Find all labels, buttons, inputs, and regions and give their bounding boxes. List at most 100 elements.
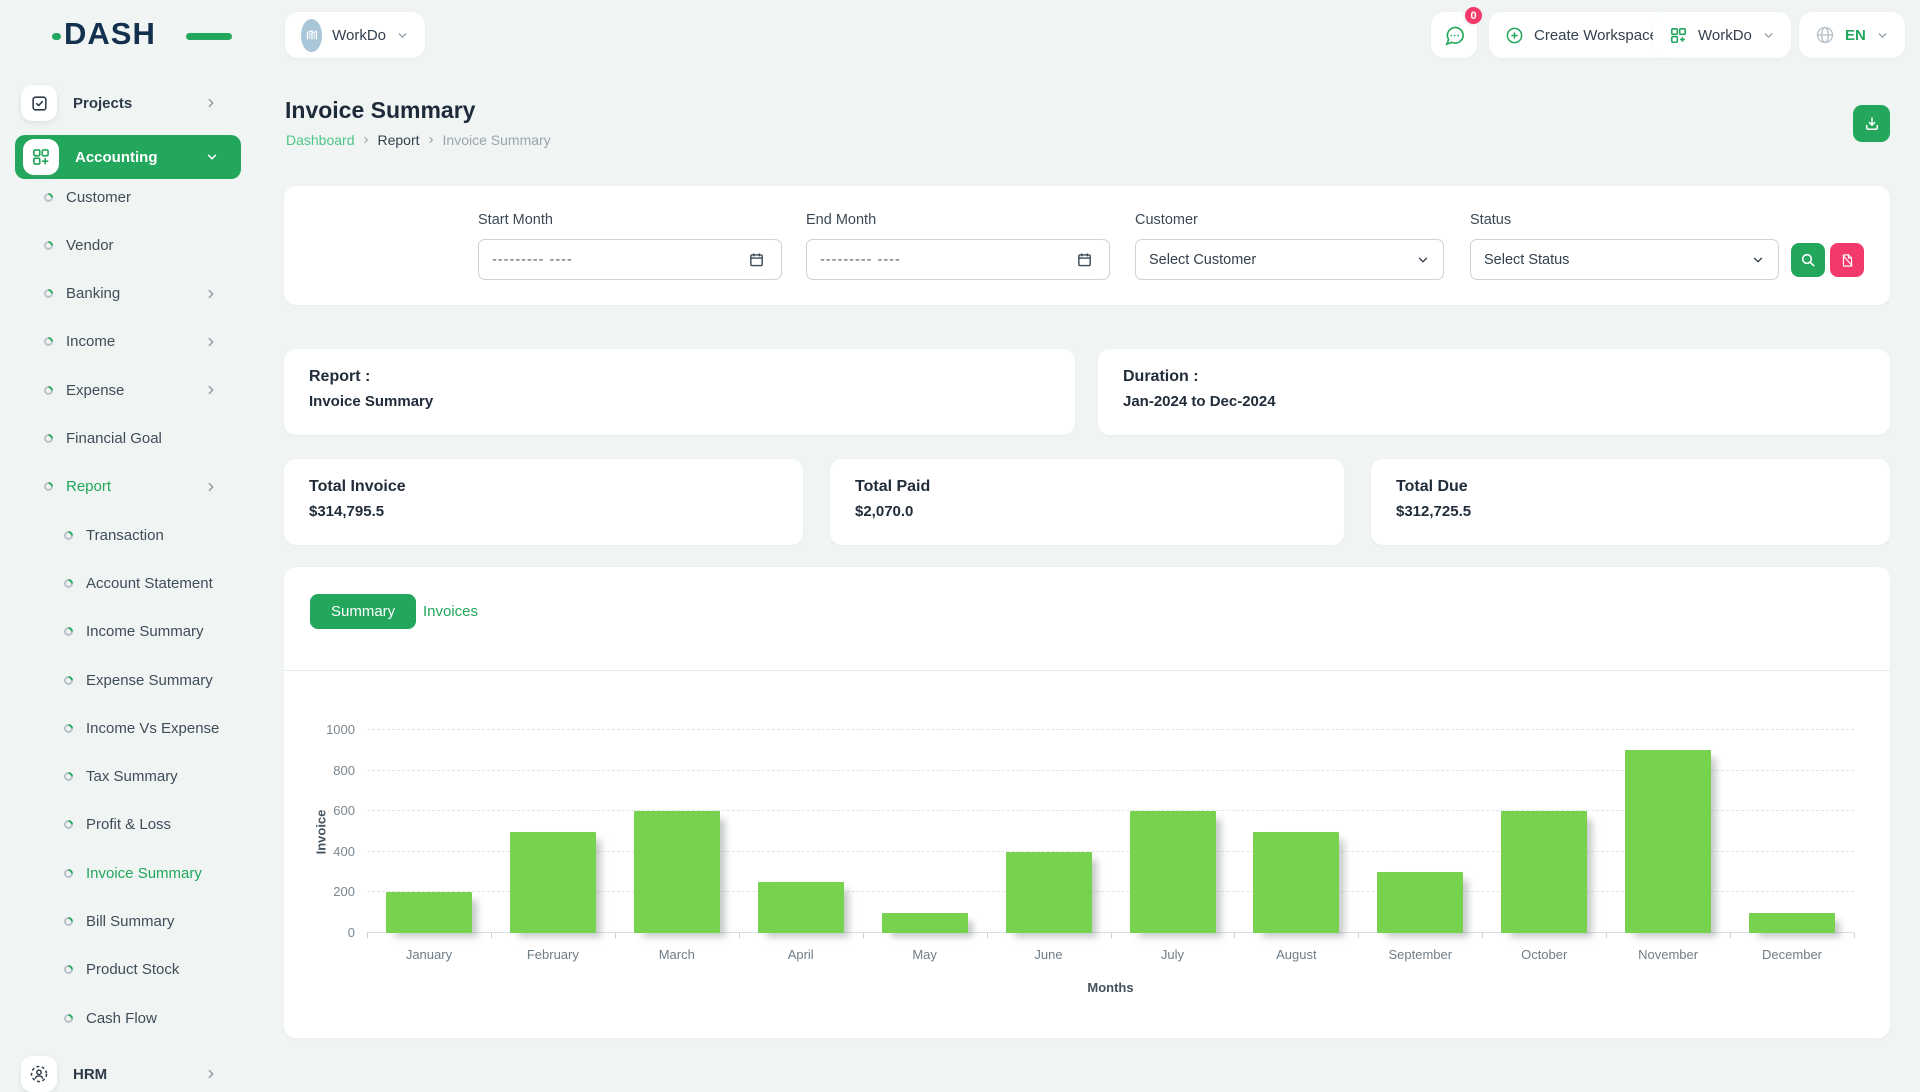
report-label: Report : [309,368,371,385]
y-tick-label: 200 [333,884,355,900]
breadcrumb-report[interactable]: Report [377,131,420,148]
gridline [367,850,1854,852]
bullet-icon [62,577,75,590]
x-tick-label: February [526,947,579,962]
bullet-icon [42,287,55,300]
bar-february[interactable] [509,831,596,933]
sidebar-item-report[interactable]: Report [0,469,256,505]
sidebar-item-transaction[interactable]: Transaction [0,517,256,553]
status-select[interactable]: Select Status [1470,239,1779,280]
bar-december[interactable] [1749,912,1836,933]
x-tick [1854,933,1855,938]
total-due-card: Total Due $312,725.5 [1371,459,1890,545]
x-tick [367,933,368,938]
gridline [367,729,1854,730]
workspace-name: WorkDo [332,26,386,44]
x-tick-label: December [1762,947,1823,962]
grid-icon [1670,27,1687,43]
breadcrumb-dashboard[interactable]: Dashboard [286,131,355,148]
sidebar-item-profit-loss[interactable]: Profit & Loss [0,807,256,843]
report-info-card: Report : Invoice Summary [284,349,1075,435]
messages-button[interactable]: 0 [1431,5,1484,58]
sidebar-item-income-vs-expense[interactable]: Income Vs Expense [0,710,256,746]
status-label: Status [1470,212,1512,228]
y-tick-label: 400 [333,843,355,859]
bar-july[interactable] [1129,811,1216,933]
y-tick-label: 600 [333,803,355,819]
messages-badge: 0 [1463,5,1484,26]
bar-april[interactable] [757,882,844,933]
bullet-icon [62,528,75,542]
workspace-dropdown[interactable]: WorkDo [1653,12,1791,58]
create-workspace-button[interactable]: Create Workspace [1489,12,1674,58]
x-tick-label: March [658,947,695,962]
workspace-avatar [301,18,323,52]
language-selector[interactable]: EN [1799,12,1905,58]
dash-logo[interactable]: DASH [52,16,232,54]
sidebar-item-income[interactable]: Income [0,324,256,360]
end-month-input[interactable] [806,239,1110,280]
chevron-right-icon: › [363,131,369,148]
chevron-right-icon: › [428,131,434,148]
chart-slot-october: October [1482,730,1606,962]
sidebar-item-bill-summary[interactable]: Bill Summary [0,904,256,940]
tab-summary[interactable]: Summary [310,594,417,629]
bar-september[interactable] [1377,872,1464,933]
x-tick [1606,933,1608,938]
reset-filter-button[interactable] [1830,243,1864,277]
checkbox-icon [21,85,57,121]
search-button[interactable] [1791,243,1825,277]
y-tick-label: 800 [333,762,355,778]
sidebar-item-financial-goal[interactable]: Financial Goal [0,421,256,457]
sidebar-item-expense[interactable]: Expense [0,372,256,408]
sidebar-item-banking[interactable]: Banking [0,276,256,312]
sidebar-item-projects[interactable]: Projects [0,85,256,121]
bullet-icon [62,770,75,783]
duration-info-card: Duration : Jan-2024 to Dec-2024 [1098,349,1890,435]
bar-august[interactable] [1253,831,1340,933]
sidebar-item-product-stock[interactable]: Product Stock [0,952,256,988]
y-tick-label: 0 [347,925,355,940]
start-month-input[interactable] [478,239,782,280]
tabs-divider [284,670,1890,671]
chart-slot-august: August [1234,730,1358,962]
sidebar-item-expense-summary[interactable]: Expense Summary [0,662,256,698]
bar-november[interactable] [1625,750,1712,933]
chart-slot-march: March [614,730,739,962]
sidebar-item-vendor[interactable]: Vendor [0,227,256,263]
chevron-down-icon [205,150,219,164]
total-invoice-value: $314,795.5 [309,503,385,520]
customer-select-value: Select Customer [1149,251,1257,268]
x-axis-line [367,932,1854,933]
chat-icon [1444,26,1464,46]
x-tick-label: January [405,947,453,962]
sidebar-item-tax-summary[interactable]: Tax Summary [0,759,256,795]
bar-may[interactable] [881,912,968,933]
plus-circle-icon [1506,27,1523,43]
sidebar-item-account-statement[interactable]: Account Statement [0,565,256,601]
x-tick-label: July [1160,947,1185,962]
x-tick-label: October [1521,947,1568,962]
sidebar-item-income-summary[interactable]: Income Summary [0,614,256,650]
sidebar-item-accounting[interactable]: Accounting [15,135,241,179]
sidebar-item-hrm[interactable]: HRM [0,1056,256,1092]
bar-january[interactable] [386,892,472,933]
bar-june[interactable] [1005,851,1092,933]
chevron-down-icon [396,29,409,42]
workspace-selector[interactable]: WorkDo [285,12,425,58]
x-tick-label: April [787,947,814,962]
bullet-icon [62,673,75,687]
download-button[interactable] [1853,105,1890,142]
sidebar-item-customer[interactable]: Customer [0,179,256,215]
customer-select[interactable]: Select Customer [1135,239,1444,280]
tab-invoices[interactable]: Invoices [423,603,479,620]
sidebar-item-cash-flow[interactable]: Cash Flow [0,1000,256,1036]
hrm-icon [21,1056,57,1092]
bar-october[interactable] [1501,811,1588,933]
sidebar-item-invoice-summary[interactable]: Invoice Summary [0,855,256,891]
bar-march[interactable] [633,811,720,933]
duration-value: Jan-2024 to Dec-2024 [1123,393,1276,410]
breadcrumb: Dashboard › Report › Invoice Summary [286,131,551,148]
grid-plus-icon [23,139,59,175]
logo-accent-bar [186,33,232,40]
